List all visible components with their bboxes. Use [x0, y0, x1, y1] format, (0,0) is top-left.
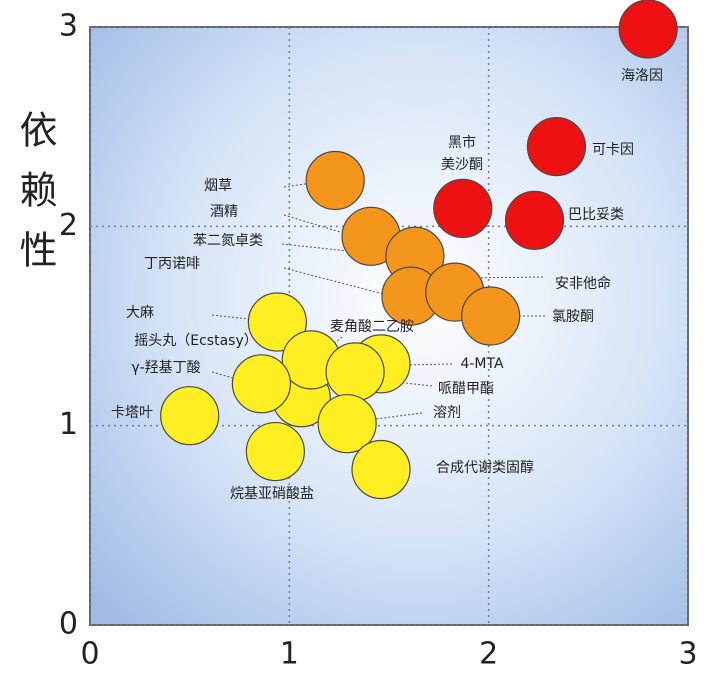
leader-line	[281, 243, 396, 257]
x-tick-label: 0	[80, 637, 99, 672]
bubbles	[160, 0, 678, 500]
axes: 0 1 2 3 0 1 2 3 依赖性	[13, 9, 698, 672]
bubble	[504, 190, 565, 250]
bubble	[231, 354, 292, 414]
point-label: 烟草	[204, 178, 232, 194]
bubble	[247, 292, 307, 352]
leader-line	[283, 182, 313, 188]
leader-line	[283, 214, 341, 233]
y-tick-label: 0	[59, 607, 78, 642]
point-label: 大麻	[126, 305, 154, 321]
point-label: 氯胺酮	[552, 309, 594, 325]
bubble	[526, 117, 587, 177]
bubble	[245, 421, 305, 482]
x-tick-label: 1	[280, 637, 299, 672]
point-label: 溶剂	[433, 405, 461, 421]
bubble	[433, 178, 493, 238]
point-label: 巴比妥类	[568, 207, 624, 223]
point-label: 4-MTA	[460, 356, 504, 372]
point-label: 黑市美沙酮	[441, 134, 483, 173]
y-tick-label: 2	[59, 208, 78, 243]
point-label: 麦角酸二乙胺	[330, 319, 414, 335]
point-label: 可卡因	[592, 142, 634, 158]
point-label-line: 黑市	[448, 134, 476, 151]
bubble	[160, 386, 220, 446]
point-label: 安非他命	[555, 275, 611, 292]
y-axis-label: 依赖性	[13, 110, 57, 290]
point-label: 摇头丸（Ecstasy）	[134, 333, 257, 349]
y-tick-label: 1	[59, 407, 78, 442]
point-label: 海洛因	[621, 68, 663, 84]
y-tick-label: 3	[59, 9, 78, 44]
bubble	[461, 286, 521, 346]
point-label: γ-羟基丁酸	[131, 359, 200, 376]
point-label: 酒精	[210, 204, 238, 220]
point-label: 苯二氮卓类	[193, 232, 263, 249]
leader-line	[467, 276, 544, 279]
point-label: 哌醋甲酯	[438, 380, 494, 397]
bubble	[351, 439, 411, 500]
point-label: 烷基亚硝酸盐	[230, 485, 314, 502]
bubble	[317, 394, 377, 454]
leader-line	[283, 267, 396, 298]
point-label: 合成代谢类固醇	[436, 459, 534, 476]
x-tick-label: 3	[678, 637, 697, 672]
bubble	[618, 0, 678, 59]
x-tick-label: 2	[479, 637, 498, 672]
plot-area	[89, 26, 689, 626]
point-label-line: 美沙酮	[441, 157, 483, 173]
point-label: 卡塔叶	[111, 405, 153, 421]
grid	[89, 26, 689, 626]
point-label: 丁丙诺啡	[144, 256, 200, 272]
bubble	[305, 150, 365, 211]
bubble	[325, 342, 385, 402]
